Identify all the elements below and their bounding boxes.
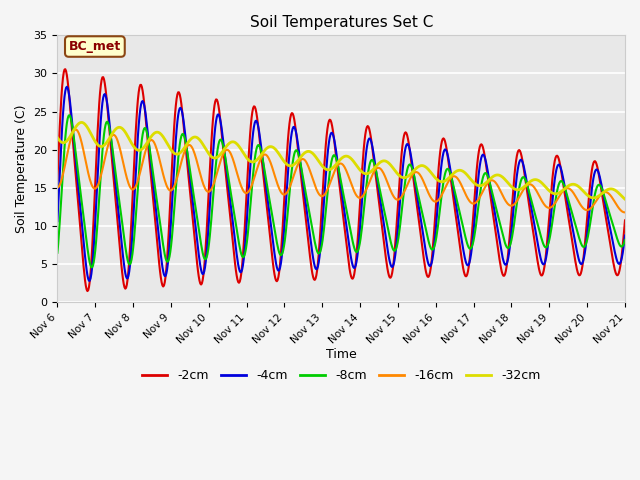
-4cm bbox=[412, 185, 420, 191]
Legend: -2cm, -4cm, -8cm, -16cm, -32cm: -2cm, -4cm, -8cm, -16cm, -32cm bbox=[137, 364, 545, 387]
-32cm bbox=[64, 137, 72, 143]
-4cm bbox=[65, 88, 72, 94]
-4cm bbox=[182, 132, 189, 138]
-8cm bbox=[429, 247, 436, 252]
Text: BC_met: BC_met bbox=[68, 40, 121, 53]
-32cm bbox=[411, 167, 419, 172]
-16cm bbox=[123, 175, 131, 181]
-32cm bbox=[54, 135, 61, 141]
-16cm bbox=[64, 149, 72, 155]
-32cm bbox=[211, 155, 218, 161]
-4cm bbox=[124, 275, 131, 281]
-8cm bbox=[211, 168, 219, 173]
-8cm bbox=[65, 112, 73, 118]
-32cm bbox=[621, 196, 629, 202]
-4cm bbox=[429, 257, 436, 263]
-32cm bbox=[123, 132, 131, 138]
-16cm bbox=[72, 127, 79, 132]
-2cm bbox=[429, 250, 436, 256]
-2cm bbox=[61, 66, 69, 72]
-4cm bbox=[63, 84, 70, 90]
-2cm bbox=[211, 98, 219, 104]
-32cm bbox=[428, 170, 435, 176]
-2cm bbox=[412, 195, 420, 201]
Title: Soil Temperatures Set C: Soil Temperatures Set C bbox=[250, 15, 433, 30]
-2cm bbox=[124, 276, 131, 282]
-4cm bbox=[54, 218, 61, 224]
-32cm bbox=[180, 145, 188, 151]
-16cm bbox=[621, 209, 629, 215]
-2cm bbox=[54, 178, 61, 183]
-4cm bbox=[85, 278, 93, 284]
X-axis label: Time: Time bbox=[326, 348, 356, 361]
-8cm bbox=[182, 137, 189, 143]
Line: -16cm: -16cm bbox=[58, 130, 625, 212]
-4cm bbox=[211, 124, 219, 130]
-16cm bbox=[411, 169, 419, 175]
-8cm bbox=[412, 180, 420, 186]
Line: -8cm: -8cm bbox=[58, 115, 625, 267]
-8cm bbox=[124, 257, 131, 263]
-2cm bbox=[84, 288, 92, 294]
-2cm bbox=[182, 140, 189, 146]
-16cm bbox=[428, 196, 435, 202]
-16cm bbox=[180, 149, 188, 155]
Line: -32cm: -32cm bbox=[58, 122, 625, 199]
-32cm bbox=[78, 120, 86, 125]
-8cm bbox=[88, 264, 96, 270]
-2cm bbox=[65, 86, 72, 92]
Line: -4cm: -4cm bbox=[58, 87, 625, 281]
-2cm bbox=[621, 217, 629, 223]
-16cm bbox=[54, 185, 61, 191]
-8cm bbox=[621, 237, 629, 243]
Y-axis label: Soil Temperature (C): Soil Temperature (C) bbox=[15, 105, 28, 233]
-8cm bbox=[54, 250, 61, 256]
-16cm bbox=[211, 179, 218, 184]
-8cm bbox=[64, 116, 72, 121]
-4cm bbox=[621, 233, 629, 239]
Line: -2cm: -2cm bbox=[58, 69, 625, 291]
